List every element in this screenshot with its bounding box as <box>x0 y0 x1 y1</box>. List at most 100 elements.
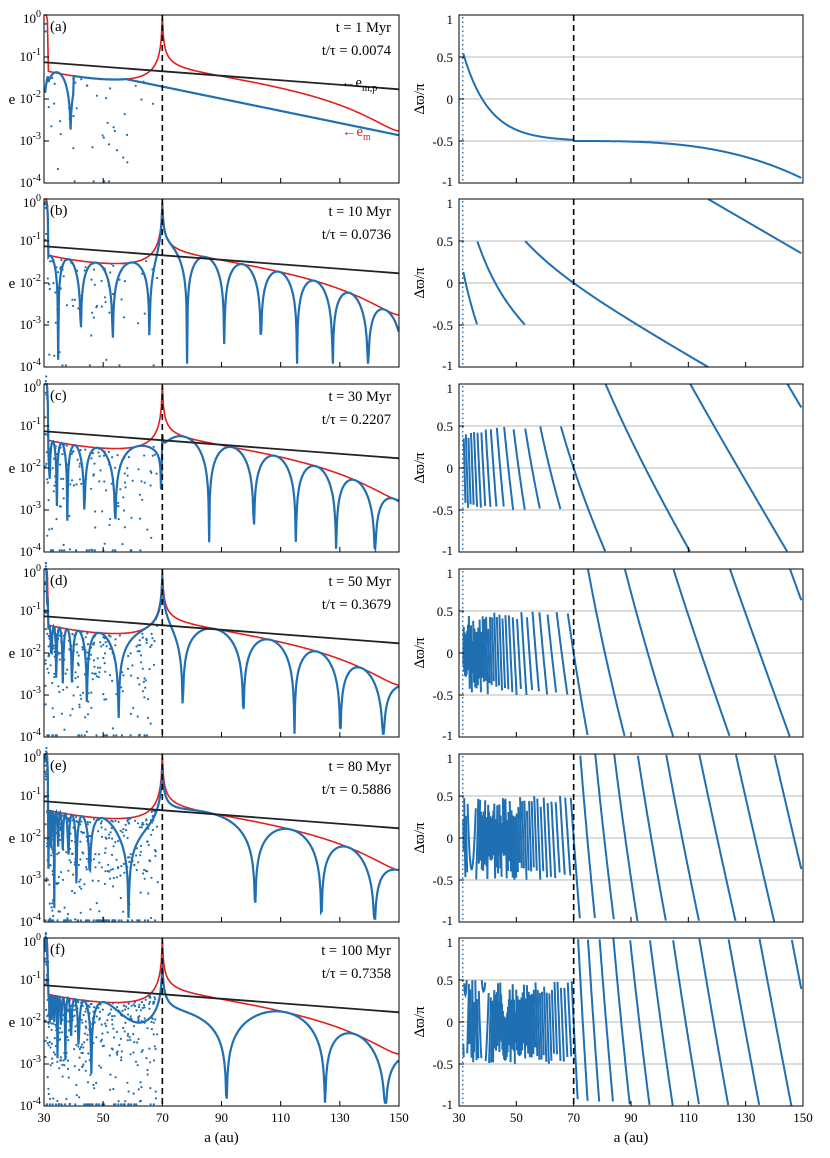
model-point <box>62 497 65 500</box>
model-point <box>144 998 147 1001</box>
model-point <box>130 1017 133 1021</box>
model-point <box>115 876 119 879</box>
model-point <box>61 1075 64 1078</box>
model-point <box>71 298 74 301</box>
model-point <box>135 854 138 857</box>
model-point <box>107 180 111 183</box>
model-point <box>50 125 53 128</box>
model-point <box>108 674 112 677</box>
phase-curve <box>524 240 709 368</box>
phase-curve <box>462 615 473 693</box>
tick-exponent: -3 <box>33 870 41 881</box>
model-point <box>49 449 52 452</box>
model-point <box>137 644 140 647</box>
model-point <box>128 860 131 864</box>
model-point <box>128 1036 131 1039</box>
model-point <box>125 829 128 832</box>
phase-curve <box>499 815 503 877</box>
model-point <box>140 1050 143 1053</box>
model-point <box>109 1073 112 1076</box>
model-point <box>109 271 112 274</box>
model-point <box>103 919 106 922</box>
model-point <box>85 657 89 660</box>
model-point <box>120 919 123 922</box>
model-point <box>55 645 58 648</box>
model-point <box>85 868 88 871</box>
model-point <box>75 107 78 110</box>
phase-curve <box>789 569 803 601</box>
tick-base: 10 <box>20 460 33 475</box>
model-point <box>55 266 58 269</box>
model-point <box>139 661 143 664</box>
model-point <box>73 863 76 866</box>
model-point <box>52 997 55 1000</box>
model-point <box>98 1010 102 1014</box>
model-point <box>57 1004 60 1007</box>
model-point <box>72 826 75 829</box>
phase-curve <box>462 53 802 179</box>
model-point <box>117 1100 120 1103</box>
model-point <box>52 919 55 922</box>
model-point <box>97 1103 101 1106</box>
tick-base: 10 <box>23 195 36 210</box>
model-point <box>52 914 55 918</box>
right-ylabel: Δϖ/π <box>412 637 428 669</box>
model-point <box>58 1067 61 1070</box>
model-point <box>60 477 63 480</box>
model-point <box>102 693 105 696</box>
reference-line-emp <box>43 984 400 1014</box>
phase-curve <box>476 432 482 508</box>
model-point <box>93 283 96 286</box>
model-point <box>100 305 103 308</box>
model-point <box>60 1103 63 1106</box>
model-point <box>153 1001 156 1004</box>
phase-curve <box>477 990 483 1059</box>
left-ytick-label: 10-1 <box>20 416 41 433</box>
model-point <box>57 829 60 832</box>
tick-exponent: -3 <box>33 315 41 326</box>
model-point <box>154 850 157 853</box>
model-point <box>56 1019 60 1022</box>
phase-curve <box>555 611 569 695</box>
model-point <box>149 645 152 649</box>
model-point <box>105 734 109 737</box>
model-point <box>45 394 48 397</box>
model-point <box>104 670 107 673</box>
model-point <box>48 902 51 905</box>
model-point <box>90 487 93 490</box>
model-point <box>60 259 63 262</box>
model-point <box>46 632 49 636</box>
right-ytick-label: 1 <box>447 381 454 396</box>
model-point <box>46 604 49 607</box>
phase-curve <box>612 938 631 1105</box>
model-point <box>78 1017 81 1020</box>
model-point <box>112 126 115 129</box>
model-point <box>143 919 146 922</box>
model-point <box>63 443 66 446</box>
model-point <box>140 1001 143 1004</box>
model-point <box>134 1060 138 1063</box>
model-point <box>62 1059 65 1062</box>
model-point <box>120 298 123 301</box>
model-point <box>45 768 49 771</box>
model-point <box>45 763 48 766</box>
left-axes-frame <box>43 937 400 1107</box>
model-point <box>55 1023 59 1026</box>
model-point <box>44 703 47 706</box>
model-point <box>112 1027 115 1030</box>
model-point <box>44 465 47 468</box>
reference-line-emp <box>43 615 400 645</box>
model-point <box>72 450 75 453</box>
tick-base: 10 <box>23 565 36 580</box>
model-point <box>54 1011 57 1014</box>
model-point <box>80 734 83 737</box>
model-point <box>87 700 90 703</box>
model-point <box>106 1031 109 1034</box>
left-ytick-label: 10-3 <box>20 1054 41 1071</box>
left-xtick-label: 110 <box>271 1110 290 1125</box>
model-point <box>145 1057 148 1060</box>
model-point <box>83 269 86 272</box>
right-ylabel: Δϖ/π <box>412 452 428 484</box>
model-point <box>89 821 92 824</box>
model-point <box>119 1037 122 1040</box>
